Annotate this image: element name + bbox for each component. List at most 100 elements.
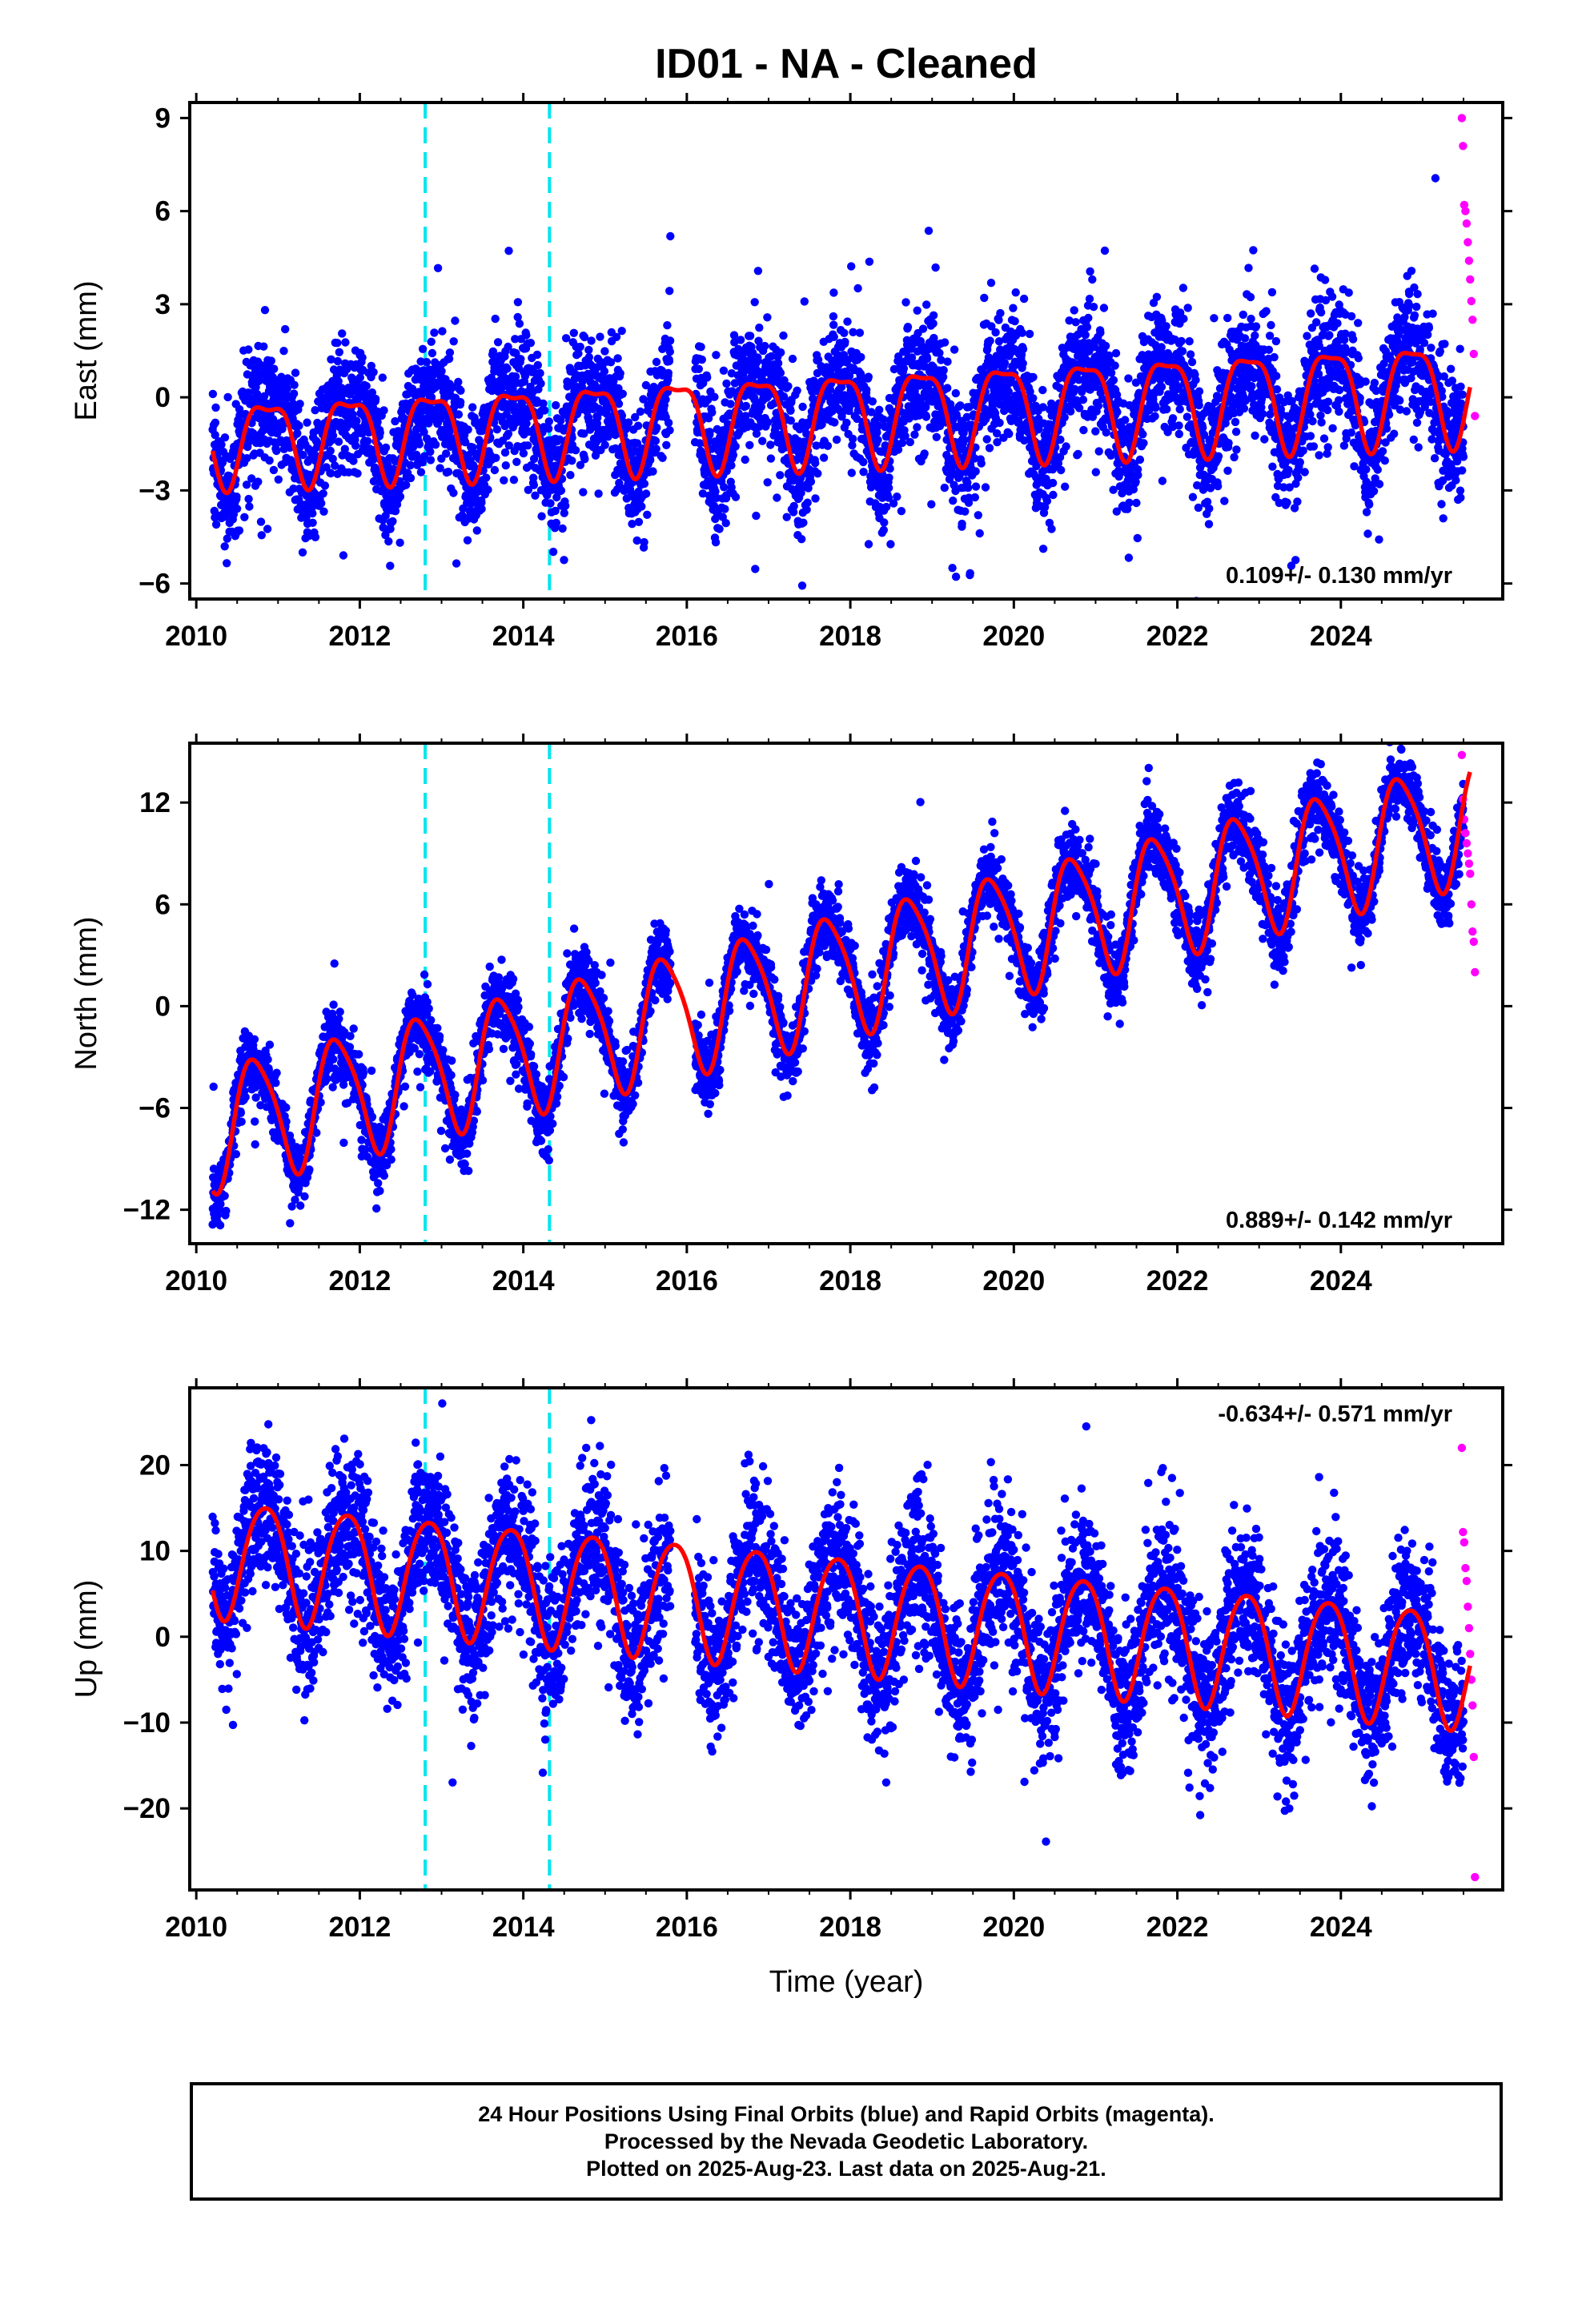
final-orbit-point xyxy=(752,511,761,521)
final-orbit-point xyxy=(484,485,492,494)
final-orbit-point xyxy=(931,263,940,272)
final-orbit-point xyxy=(1258,409,1267,418)
final-orbit-point xyxy=(381,511,390,521)
final-orbit-point xyxy=(531,491,540,500)
final-orbit-point xyxy=(1344,288,1353,297)
final-orbit-point xyxy=(773,493,781,502)
final-orbit-point xyxy=(513,298,523,307)
final-orbit-point xyxy=(615,478,624,488)
final-orbit-point xyxy=(1284,465,1293,475)
final-orbit-point xyxy=(1295,458,1305,467)
final-orbit-point xyxy=(532,350,542,360)
final-orbit-point xyxy=(1009,304,1018,312)
final-orbit-point xyxy=(634,517,644,526)
final-orbit-point xyxy=(985,444,994,452)
final-orbit-point xyxy=(881,502,891,512)
final-orbit-point xyxy=(731,442,740,451)
final-orbit-point xyxy=(1086,267,1094,276)
final-orbit-point xyxy=(560,556,568,565)
final-orbit-point xyxy=(971,467,980,476)
final-orbit-point xyxy=(612,332,621,341)
final-orbit-point xyxy=(1158,476,1167,485)
final-orbit-point xyxy=(311,533,320,541)
final-orbit-point xyxy=(981,483,990,492)
final-orbit-point xyxy=(658,453,667,462)
final-orbit-point xyxy=(982,435,991,444)
final-orbit-point xyxy=(384,537,393,546)
final-orbit-point xyxy=(1323,405,1332,415)
final-orbit-point xyxy=(536,379,545,388)
final-orbit-point xyxy=(1294,473,1303,482)
final-orbit-point xyxy=(798,402,807,412)
final-orbit-point xyxy=(652,423,661,432)
final-orbit-point xyxy=(763,478,772,487)
final-orbit-point xyxy=(664,418,673,428)
final-orbit-point xyxy=(907,353,917,362)
final-orbit-point xyxy=(661,395,670,404)
final-orbit-point xyxy=(652,444,661,453)
final-orbit-point xyxy=(922,354,932,364)
final-orbit-point xyxy=(964,483,973,493)
final-orbit-point xyxy=(208,389,218,399)
final-orbit-point xyxy=(349,456,358,465)
final-orbit-point xyxy=(449,489,458,497)
final-orbit-point xyxy=(741,401,750,411)
final-orbit-point xyxy=(576,460,585,469)
final-orbit-point xyxy=(1101,341,1110,351)
final-orbit-point xyxy=(1307,309,1315,318)
final-orbit-point xyxy=(1214,481,1223,491)
final-orbit-point xyxy=(802,505,811,514)
final-orbit-point xyxy=(558,524,567,533)
final-orbit-point xyxy=(339,551,348,560)
final-orbit-point xyxy=(722,466,731,476)
final-orbit-point xyxy=(639,395,648,404)
final-orbit-point xyxy=(265,456,274,465)
final-orbit-point xyxy=(519,448,528,458)
final-orbit-point xyxy=(1328,424,1337,432)
final-orbit-point xyxy=(472,526,481,535)
final-orbit-point xyxy=(641,489,651,498)
final-orbit-point xyxy=(492,425,502,434)
final-orbit-point xyxy=(493,338,503,347)
final-orbit-point xyxy=(875,405,884,414)
final-orbit-point xyxy=(308,509,317,518)
final-orbit-point xyxy=(1239,310,1248,320)
final-orbit-point xyxy=(298,548,307,557)
final-orbit-point xyxy=(1096,328,1105,337)
final-orbit-point xyxy=(445,348,455,357)
final-orbit-point xyxy=(1047,525,1056,533)
final-orbit-point xyxy=(721,519,730,528)
final-orbit-point xyxy=(1029,394,1038,403)
final-orbit-point xyxy=(776,368,785,377)
final-orbit-point xyxy=(873,436,882,444)
final-orbit-point xyxy=(1124,374,1133,383)
final-orbit-point xyxy=(1132,498,1141,508)
final-orbit-point xyxy=(849,434,857,444)
final-orbit-point xyxy=(422,357,432,367)
final-orbit-point xyxy=(1310,264,1319,273)
final-orbit-point xyxy=(501,461,510,470)
final-orbit-point xyxy=(766,440,775,449)
final-orbit-point xyxy=(694,364,703,373)
final-orbit-point xyxy=(1315,451,1323,460)
final-orbit-point xyxy=(220,542,229,551)
final-orbit-point xyxy=(452,559,461,568)
final-orbit-point xyxy=(308,518,317,527)
final-orbit-point xyxy=(1323,397,1333,406)
final-orbit-point xyxy=(504,429,513,438)
final-orbit-point xyxy=(1082,323,1092,332)
final-orbit-point xyxy=(267,356,275,365)
final-orbit-point xyxy=(336,418,345,427)
final-orbit-points-east xyxy=(208,174,1468,599)
final-orbit-point xyxy=(454,410,464,419)
final-orbit-point xyxy=(1174,429,1184,439)
final-orbit-point xyxy=(1265,332,1275,340)
final-orbit-point xyxy=(331,461,339,470)
final-orbit-point xyxy=(529,480,538,489)
final-orbit-point xyxy=(797,581,807,590)
final-orbit-point xyxy=(632,439,642,448)
final-orbit-point xyxy=(1251,322,1261,331)
final-orbit-point xyxy=(211,418,220,427)
final-orbit-point xyxy=(464,425,472,434)
final-orbit-point xyxy=(652,357,661,367)
